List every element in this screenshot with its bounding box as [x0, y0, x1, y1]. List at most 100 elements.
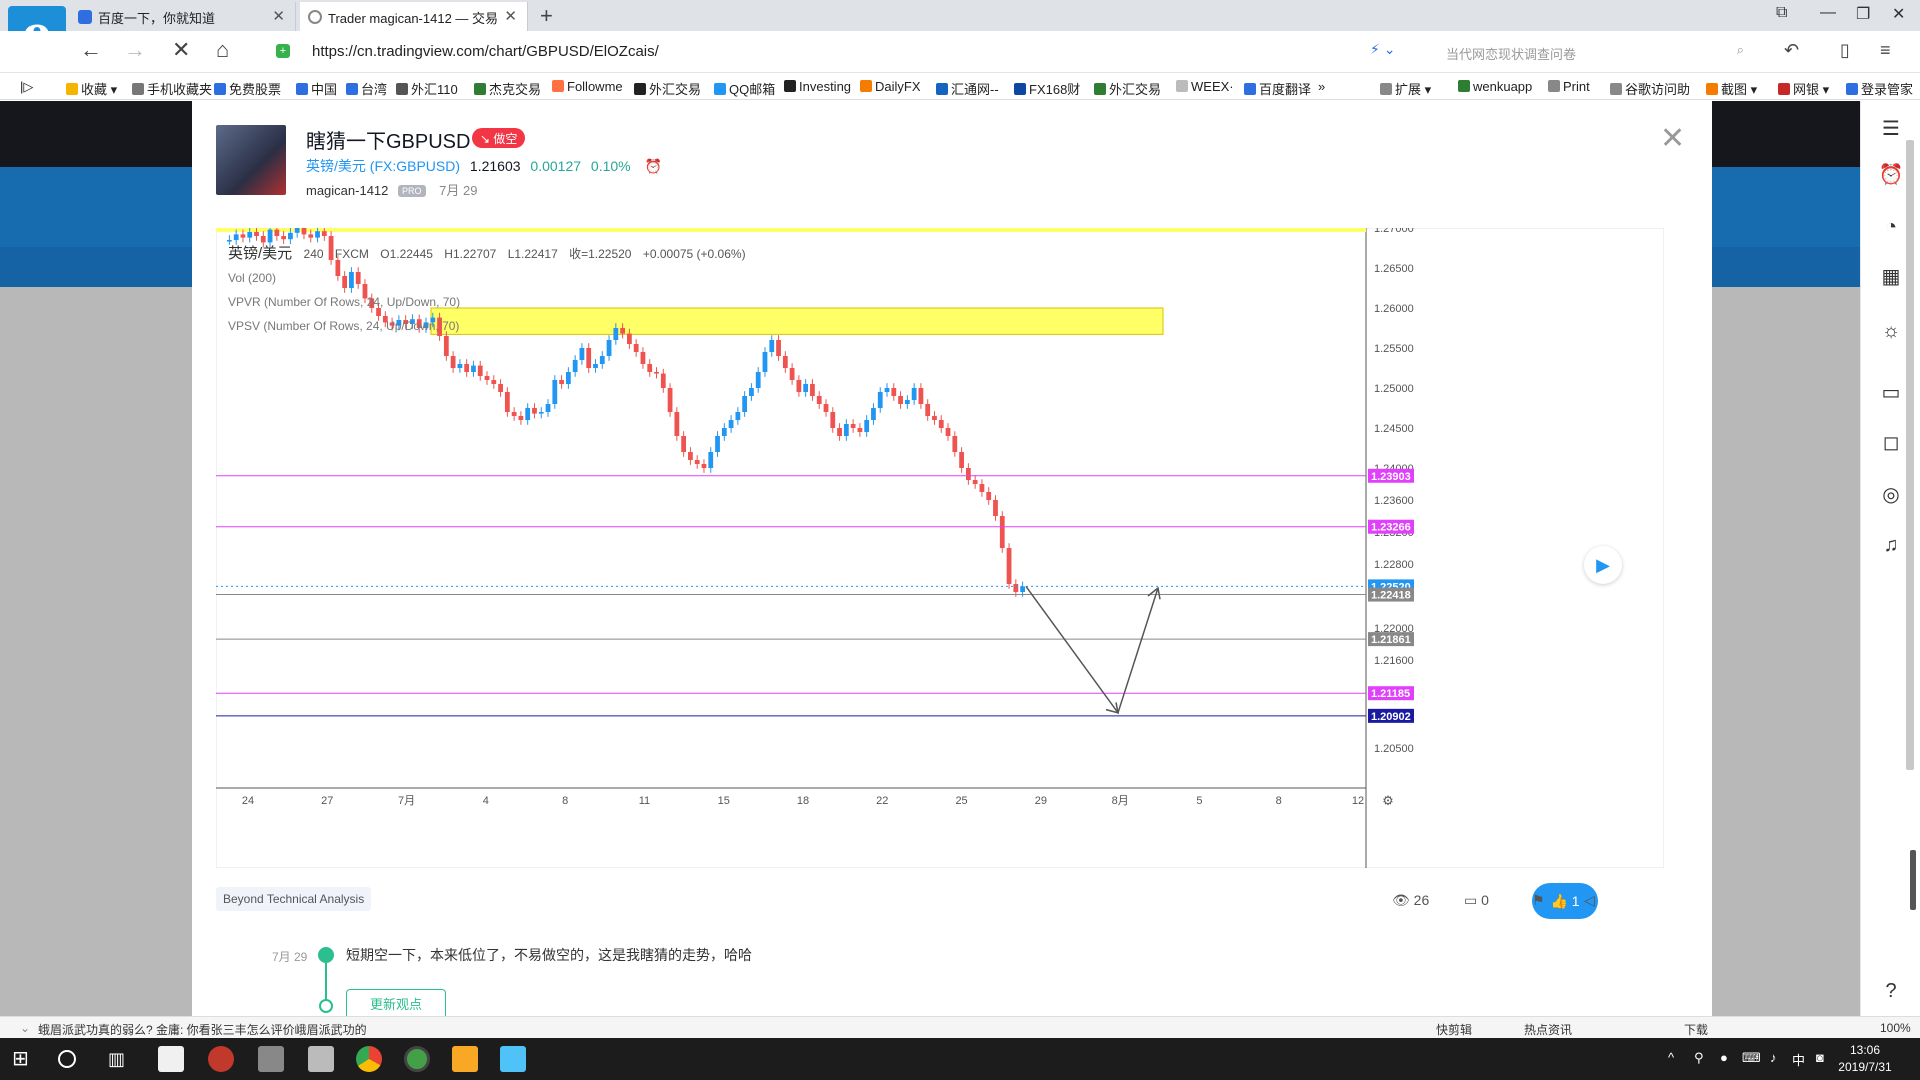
app-icon[interactable]: [308, 1046, 334, 1072]
new-tab-button[interactable]: +: [540, 3, 553, 28]
bookmark-item[interactable]: 收藏 ▾: [66, 79, 117, 98]
volume-icon[interactable]: ♪: [1770, 1050, 1777, 1065]
bookmark-item[interactable]: 手机收藏夹: [132, 79, 212, 98]
list-icon[interactable]: ☰: [1882, 118, 1900, 140]
bookmark-item[interactable]: 百度翻译: [1244, 79, 1311, 98]
menu-icon[interactable]: ≡: [1880, 40, 1891, 60]
windows-start-icon[interactable]: ⊞: [12, 1048, 29, 1070]
bookmark-item[interactable]: 台湾: [346, 79, 387, 98]
bookmark-item[interactable]: 汇通网--: [936, 79, 999, 98]
bookmark-item[interactable]: wenkuapp: [1458, 79, 1532, 94]
search-icon[interactable]: [58, 1050, 76, 1068]
store-icon[interactable]: [158, 1046, 184, 1072]
close-icon[interactable]: ✕: [272, 8, 285, 25]
clock[interactable]: 13:06 2019/7/31: [1830, 1042, 1900, 1076]
notepad-icon[interactable]: [500, 1046, 526, 1072]
address-bar[interactable]: + https://cn.tradingview.com/chart/GBPUS…: [272, 38, 1362, 66]
tray-icon[interactable]: ⚲: [1694, 1050, 1704, 1065]
zoom-level[interactable]: 100%: [1880, 1021, 1911, 1035]
chart-svg[interactable]: 1.27000 1.26500 1.26000 1.25500 1.25000 1.245…: [215, 223, 1665, 869]
play-button[interactable]: ▶: [1584, 546, 1622, 584]
tag-chip[interactable]: Beyond Technical Analysis: [216, 887, 372, 911]
candle-body: [904, 400, 910, 404]
calendar-icon[interactable]: ▦: [1881, 266, 1901, 288]
price-chart[interactable]: 1.27000 1.26500 1.26000 1.25500 1.25000 1.245…: [215, 223, 1665, 869]
status-item[interactable]: 热点资讯: [1524, 1023, 1573, 1037]
bookmark-item[interactable]: Print: [1548, 79, 1590, 94]
price-level-label-bg: [1368, 632, 1414, 647]
close-modal-button[interactable]: ✕: [1660, 122, 1686, 155]
bookmark-item[interactable]: WEEX·: [1176, 79, 1234, 94]
bookmark-item[interactable]: FX168财: [1014, 79, 1080, 98]
app-icon[interactable]: [208, 1046, 234, 1072]
comments-stat[interactable]: ▭ 0: [1464, 892, 1489, 909]
chat-icon[interactable]: ▭: [1881, 382, 1901, 404]
restore-icon[interactable]: ⧉: [1776, 4, 1788, 21]
bookmark-item[interactable]: 杰克交易: [474, 79, 541, 98]
scrollbar[interactable]: [1906, 140, 1914, 770]
bookmark-item[interactable]: 截图 ▾: [1706, 79, 1757, 98]
search-icon[interactable]: ⌕: [1736, 42, 1744, 57]
bookmark-item[interactable]: 登录管家: [1846, 79, 1913, 98]
status-item[interactable]: 快剪辑: [1436, 1023, 1473, 1037]
status-item[interactable]: 下载: [1684, 1023, 1709, 1037]
status-news-link[interactable]: 蛾眉派武功真的弱么? 金庸: 你看张三丰怎么评价峨眉派武功的: [38, 1023, 367, 1037]
scrollbar-thumb[interactable]: [1910, 850, 1916, 910]
bookmark-item[interactable]: Followme: [552, 79, 623, 94]
more-bookmarks-icon[interactable]: »: [1318, 79, 1326, 94]
ime-indicator[interactable]: 中: [1792, 1053, 1806, 1068]
candle-body: [471, 365, 476, 372]
reader-icon[interactable]: ⚡ ⌄: [1370, 41, 1396, 57]
stream-icon[interactable]: ◎: [1882, 484, 1900, 506]
back-icon[interactable]: ←: [80, 37, 102, 62]
search-input[interactable]: 当代网恋现状调查问卷 ⌕: [1440, 38, 1750, 66]
network-icon[interactable]: ⌨: [1742, 1050, 1761, 1065]
minimize-icon[interactable]: —: [1820, 4, 1836, 21]
folder-icon[interactable]: [452, 1046, 478, 1072]
stop-icon[interactable]: ✕: [172, 37, 191, 62]
share-icon[interactable]: ◁: [1584, 892, 1595, 908]
author-name[interactable]: magican-1412: [306, 183, 389, 198]
symbol-link[interactable]: 英镑/美元 (FX:GBPUSD): [306, 158, 461, 174]
task-view-icon[interactable]: ▥: [108, 1049, 126, 1069]
forward-icon[interactable]: →: [124, 37, 146, 62]
tab-tradingview[interactable]: Trader magican-1412 — 交易 ✕: [300, 2, 528, 31]
bookmark-item[interactable]: 中国: [296, 79, 337, 98]
bookmark-item[interactable]: Investing: [784, 79, 851, 94]
undo-icon[interactable]: ↶: [1784, 40, 1800, 60]
phone-icon[interactable]: ▯: [1840, 40, 1850, 60]
notification-icon[interactable]: ♫: [1883, 534, 1899, 556]
close-icon[interactable]: ✕: [504, 8, 517, 25]
collapse-icon[interactable]: ⌄: [20, 1021, 31, 1035]
notifications-icon[interactable]: ◙: [1816, 1050, 1824, 1065]
candle-body: [227, 240, 232, 242]
message-icon[interactable]: ◻: [1882, 432, 1900, 454]
bookmark-item[interactable]: 扩展 ▾: [1380, 79, 1431, 98]
bookmark-item[interactable]: 免费股票: [214, 79, 281, 98]
chrome-icon[interactable]: [356, 1046, 382, 1072]
history-icon[interactable]: ◔: [1884, 216, 1898, 238]
alert-icon[interactable]: ⏰: [644, 158, 662, 174]
tab-baidu[interactable]: 百度一下，你就知道 ✕: [70, 2, 296, 31]
home-icon[interactable]: ⌂: [216, 37, 230, 62]
idea-icon[interactable]: ☼: [1881, 320, 1901, 342]
sidebar-toggle-icon[interactable]: |▷: [20, 79, 34, 94]
bookmark-item[interactable]: 外汇交易: [1094, 79, 1161, 98]
flag-icon[interactable]: ⚑: [1532, 892, 1545, 908]
bookmark-item[interactable]: DailyFX: [860, 79, 921, 94]
like-button[interactable]: 👍 1: [1532, 883, 1598, 919]
tray-expand-icon[interactable]: ^: [1668, 1050, 1675, 1065]
bookmark-item[interactable]: 外汇交易: [634, 79, 701, 98]
tray-icon[interactable]: ●: [1720, 1050, 1728, 1065]
close-window-icon[interactable]: ✕: [1892, 6, 1906, 23]
help-icon[interactable]: ?: [1885, 980, 1897, 1002]
bookmark-item[interactable]: 外汇110: [396, 79, 458, 98]
bookmark-item[interactable]: 谷歌访问助: [1610, 79, 1690, 98]
maximize-icon[interactable]: ❐: [1856, 6, 1871, 23]
browser-icon[interactable]: [404, 1046, 430, 1072]
avatar[interactable]: [216, 125, 286, 195]
bookmark-item[interactable]: QQ邮箱: [714, 79, 775, 98]
calculator-icon[interactable]: [258, 1046, 284, 1072]
bookmark-item[interactable]: 网银 ▾: [1778, 79, 1829, 98]
alarm-icon[interactable]: ⏰: [1878, 164, 1904, 186]
